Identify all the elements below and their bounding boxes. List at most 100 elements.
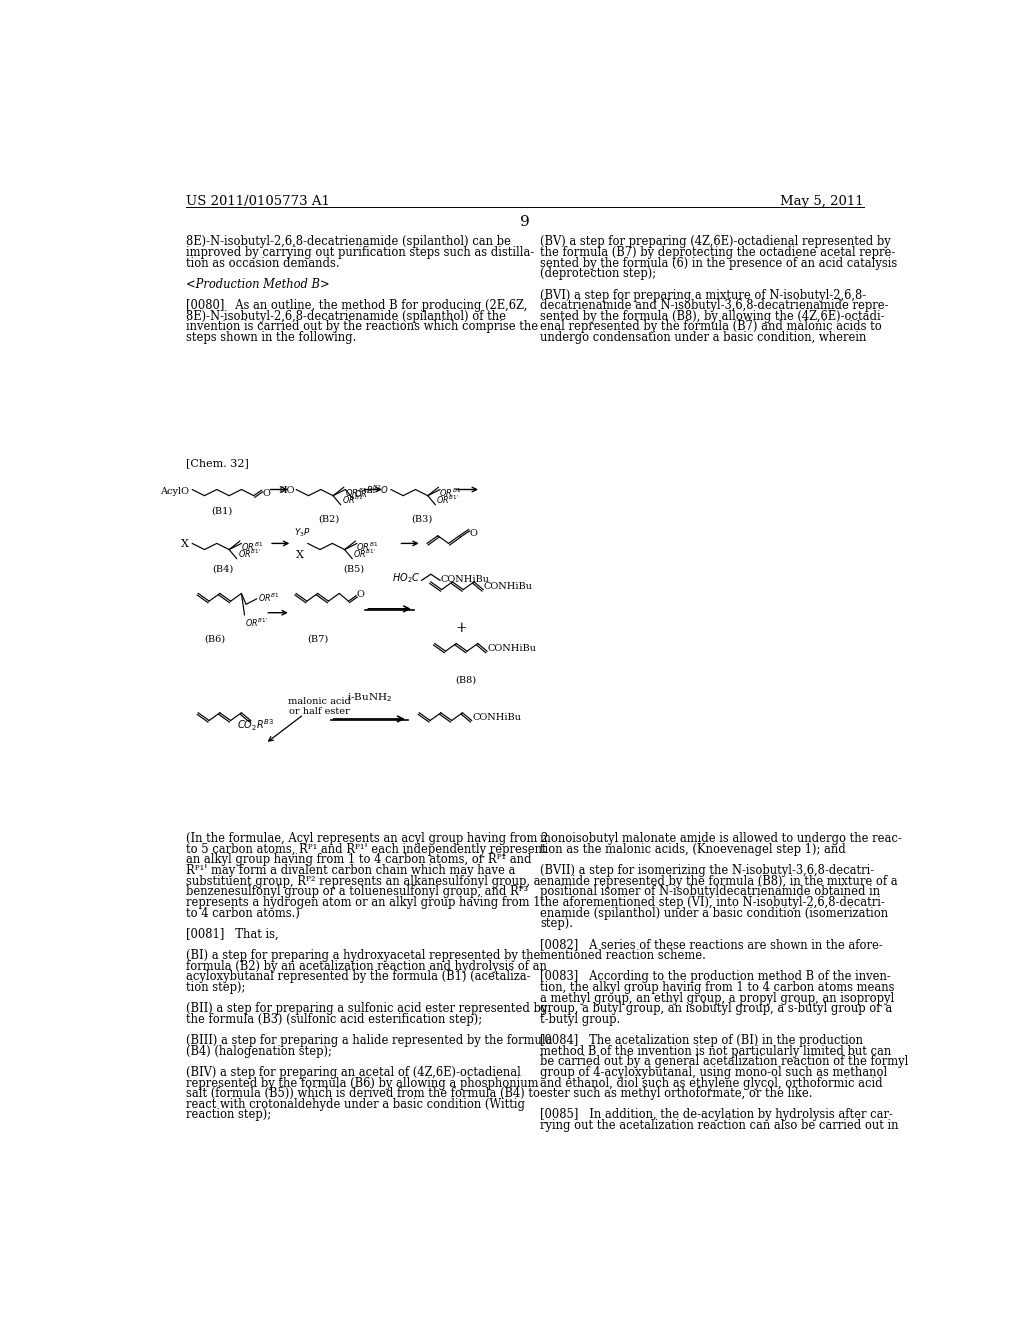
Text: or half ester: or half ester	[289, 706, 349, 715]
Text: group of 4-acyloxybutanal, using mono-ol such as methanol: group of 4-acyloxybutanal, using mono-ol…	[541, 1067, 888, 1078]
Text: rying out the acetalization reaction can also be carried out in: rying out the acetalization reaction can…	[541, 1119, 899, 1133]
Text: $OR^{B1}$: $OR^{B1}$	[356, 540, 379, 553]
Text: (B8): (B8)	[455, 676, 476, 685]
Text: enamide (spilanthol) under a basic condition (isomerization: enamide (spilanthol) under a basic condi…	[541, 907, 889, 920]
Text: O: O	[469, 529, 477, 537]
Text: formula (B2) by an acetalization reaction and hydrolysis of an: formula (B2) by an acetalization reactio…	[186, 960, 547, 973]
Text: (BIV) a step for preparing an acetal of (4Z,6E)-octadienal: (BIV) a step for preparing an acetal of …	[186, 1067, 521, 1078]
Text: AcylO: AcylO	[160, 487, 189, 495]
Text: (B4): (B4)	[212, 565, 233, 574]
Text: CONHiBu: CONHiBu	[487, 644, 537, 653]
Text: an alkyl group having from 1 to 4 carbon atoms, or Rᴾ¹ and: an alkyl group having from 1 to 4 carbon…	[186, 854, 531, 866]
Text: CONHiBu: CONHiBu	[472, 713, 521, 722]
Text: $OR^{B1'}$: $OR^{B1'}$	[436, 494, 460, 507]
Text: group, a butyl group, an isobutyl group, a s-butyl group or a: group, a butyl group, an isobutyl group,…	[541, 1002, 893, 1015]
Text: (B3): (B3)	[411, 515, 432, 523]
Text: mentioned reaction scheme.: mentioned reaction scheme.	[541, 949, 707, 962]
Text: (B2): (B2)	[318, 515, 340, 523]
Text: X: X	[296, 549, 304, 560]
Text: [0082]   A series of these reactions are shown in the afore-: [0082] A series of these reactions are s…	[541, 939, 883, 952]
Text: (B7): (B7)	[307, 635, 329, 643]
Text: enamide represented by the formula (B8), in the mixture of a: enamide represented by the formula (B8),…	[541, 875, 898, 887]
Text: tion, the alkyl group having from 1 to 4 carbon atoms means: tion, the alkyl group having from 1 to 4…	[541, 981, 895, 994]
Text: tion as the malonic acids, (Knoevenagel step 1); and: tion as the malonic acids, (Knoevenagel …	[541, 842, 846, 855]
Text: 9: 9	[520, 215, 529, 230]
Text: be carried out by a general acetalization reaction of the formyl: be carried out by a general acetalizatio…	[541, 1055, 908, 1068]
Text: $Y_3P$: $Y_3P$	[294, 527, 310, 539]
Text: (deprotection step);: (deprotection step);	[541, 267, 656, 280]
Text: positional isomer of N-isobutyldecatrienamide obtained in: positional isomer of N-isobutyldecatrien…	[541, 886, 881, 899]
Text: the aforementioned step (VI), into N-isobutyl-2,6,8-decatri-: the aforementioned step (VI), into N-iso…	[541, 896, 885, 909]
Text: May 5, 2011: May 5, 2011	[780, 195, 863, 209]
Text: (BI) a step for preparing a hydroxyacetal represented by the: (BI) a step for preparing a hydroxyaceta…	[186, 949, 541, 962]
Text: ester such as methyl orthoformate, or the like.: ester such as methyl orthoformate, or th…	[541, 1088, 813, 1100]
Text: enal represented by the formula (B7) and malonic acids to: enal represented by the formula (B7) and…	[541, 321, 882, 334]
Text: to 4 carbon atoms.): to 4 carbon atoms.)	[186, 907, 300, 920]
Text: decatrienamide and N-isobutyl-3,6,8-decatrienamide repre-: decatrienamide and N-isobutyl-3,6,8-deca…	[541, 300, 889, 312]
Text: react with crotonaldehyde under a basic condition (Wittig: react with crotonaldehyde under a basic …	[186, 1098, 525, 1111]
Text: step).: step).	[541, 917, 573, 931]
Text: sented by the formula (B8), by allowing the (4Z,6E)-octadi-: sented by the formula (B8), by allowing …	[541, 310, 885, 323]
Text: (B1): (B1)	[211, 507, 232, 515]
Text: $OR^{B1'}$: $OR^{B1'}$	[353, 548, 376, 561]
Text: $OR^{B1}$: $OR^{B1}$	[258, 591, 280, 605]
Text: [0084]   The acetalization step of (BI) in the production: [0084] The acetalization step of (BI) in…	[541, 1034, 863, 1047]
Text: monoisobutyl malonate amide is allowed to undergo the reac-: monoisobutyl malonate amide is allowed t…	[541, 832, 902, 845]
Text: $OR^{B1'}$: $OR^{B1'}$	[342, 494, 365, 507]
Text: [0085]   In addition, the de-acylation by hydrolysis after car-: [0085] In addition, the de-acylation by …	[541, 1109, 893, 1122]
Text: (BIII) a step for preparing a halide represented by the formula: (BIII) a step for preparing a halide rep…	[186, 1034, 553, 1047]
Text: CONHiBu: CONHiBu	[441, 576, 489, 583]
Text: a methyl group, an ethyl group, a propyl group, an isopropyl: a methyl group, an ethyl group, a propyl…	[541, 991, 894, 1005]
Text: HO: HO	[279, 486, 295, 495]
Text: represents a hydrogen atom or an alkyl group having from 1: represents a hydrogen atom or an alkyl g…	[186, 896, 541, 909]
Text: (BII) a step for preparing a sulfonic acid ester represented by: (BII) a step for preparing a sulfonic ac…	[186, 1002, 548, 1015]
Text: t-butyl group.: t-butyl group.	[541, 1012, 621, 1026]
Text: $CO_2R^{B3}$: $CO_2R^{B3}$	[237, 717, 274, 733]
Text: O: O	[262, 488, 270, 498]
Text: 8E)-N-isobutyl-2,6,8-decatrienamide (spilanthol) can be: 8E)-N-isobutyl-2,6,8-decatrienamide (spi…	[186, 235, 511, 248]
Text: (BV) a step for preparing (4Z,6E)-octadienal represented by: (BV) a step for preparing (4Z,6E)-octadi…	[541, 235, 891, 248]
Text: O: O	[357, 590, 365, 599]
Text: 8E)-N-isobutyl-2,6,8-decatrienamide (spilanthol) of the: 8E)-N-isobutyl-2,6,8-decatrienamide (spi…	[186, 310, 506, 323]
Text: US 2011/0105773 A1: US 2011/0105773 A1	[186, 195, 330, 209]
Text: [0081]   That is,: [0081] That is,	[186, 928, 279, 941]
Text: $OR^{B1'}$: $OR^{B1'}$	[246, 616, 268, 628]
Text: represented by the formula (B6) by allowing a phosphonium: represented by the formula (B6) by allow…	[186, 1077, 539, 1089]
Text: $OR^{B1}$: $OR^{B1}$	[439, 487, 462, 499]
Text: X: X	[181, 539, 189, 549]
Text: (BVI) a step for preparing a mixture of N-isobutyl-2,6,8-: (BVI) a step for preparing a mixture of …	[541, 289, 866, 301]
Text: improved by carrying out purification steps such as distilla-: improved by carrying out purification st…	[186, 246, 535, 259]
Text: i-BuNH$_2$: i-BuNH$_2$	[347, 690, 392, 704]
Text: reaction step);: reaction step);	[186, 1109, 271, 1122]
Text: substituent group, Rᴾ² represents an alkanesulfonyl group, a: substituent group, Rᴾ² represents an alk…	[186, 875, 541, 887]
Text: the formula (B3) (sulfonic acid esterification step);: the formula (B3) (sulfonic acid esterifi…	[186, 1012, 482, 1026]
Text: $HO_2C$: $HO_2C$	[392, 572, 421, 585]
Text: $OR^{B1}$: $OR^{B1}$	[345, 487, 367, 499]
Text: +: +	[456, 622, 468, 635]
Text: to 5 carbon atoms, Rᴾ¹ and Rᴾ¹' each independently represent: to 5 carbon atoms, Rᴾ¹ and Rᴾ¹' each ind…	[186, 842, 547, 855]
Text: $OR^{B1'}$: $OR^{B1'}$	[238, 548, 261, 561]
Text: sented by the formula (6) in the presence of an acid catalysis: sented by the formula (6) in the presenc…	[541, 256, 897, 269]
Text: Rᴾ¹' may form a divalent carbon chain which may have a: Rᴾ¹' may form a divalent carbon chain wh…	[186, 865, 515, 876]
Text: $OR^{B1}$: $OR^{B1}$	[354, 487, 376, 499]
Text: steps shown in the following.: steps shown in the following.	[186, 331, 356, 345]
Text: $OR^{B1}$: $OR^{B1}$	[241, 540, 263, 553]
Text: acyloxybutanal represented by the formula (B1) (acetaliza-: acyloxybutanal represented by the formul…	[186, 970, 530, 983]
Text: tion as occasion demands.: tion as occasion demands.	[186, 256, 340, 269]
Text: salt (formula (B5)) which is derived from the formula (B4) to: salt (formula (B5)) which is derived fro…	[186, 1088, 540, 1100]
Text: and ethanol, diol such as ethylene glycol, orthoformic acid: and ethanol, diol such as ethylene glyco…	[541, 1077, 883, 1089]
Text: (B6): (B6)	[205, 635, 226, 643]
Text: (BVII) a step for isomerizing the N-isobutyl-3,6,8-decatri-: (BVII) a step for isomerizing the N-isob…	[541, 865, 874, 876]
Text: benzenesulfonyl group or a toluenesulfonyl group, and Rᴾ³: benzenesulfonyl group or a toluenesulfon…	[186, 886, 528, 899]
Text: malonic acid: malonic acid	[288, 697, 350, 706]
Text: <Production Method B>: <Production Method B>	[186, 279, 330, 290]
Text: method B of the invention is not particularly limited but can: method B of the invention is not particu…	[541, 1044, 892, 1057]
Text: (B5): (B5)	[343, 565, 365, 574]
Text: [0083]   According to the production method B of the inven-: [0083] According to the production metho…	[541, 970, 891, 983]
Text: [Chem. 32]: [Chem. 32]	[186, 459, 249, 469]
Text: (B4) (halogenation step);: (B4) (halogenation step);	[186, 1044, 332, 1057]
Text: the formula (B7) by deprotecting the octadiene acetal repre-: the formula (B7) by deprotecting the oct…	[541, 246, 895, 259]
Text: undergo condensation under a basic condition, wherein: undergo condensation under a basic condi…	[541, 331, 866, 345]
Text: invention is carried out by the reactions which comprise the: invention is carried out by the reaction…	[186, 321, 539, 334]
Text: tion step);: tion step);	[186, 981, 246, 994]
